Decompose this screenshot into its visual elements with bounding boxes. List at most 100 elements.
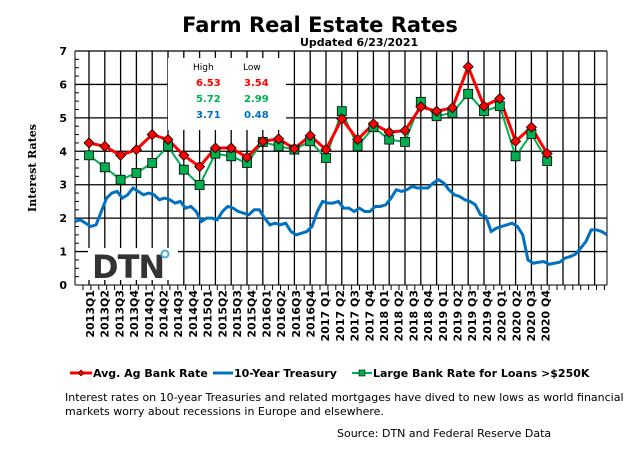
y-tick-label: 6: [59, 78, 67, 91]
chart-note: Interest rates on 10-year Treasuries and…: [65, 391, 624, 418]
large-bank-point: [99, 162, 110, 173]
dtn-logo-dot: [160, 249, 170, 259]
ag-bank-point: [99, 140, 111, 152]
large-bank-point: [510, 151, 521, 162]
x-tick-label: 2019 Q2: [452, 290, 465, 341]
large-bank-point: [178, 164, 189, 175]
ag-bank-point: [257, 135, 269, 147]
low-header: Low: [243, 63, 261, 73]
x-tick-label: 2017 Q2: [334, 290, 347, 341]
x-tick-label: 2017 Q3: [349, 290, 362, 341]
x-tick-label: 2019 Q3: [466, 290, 479, 341]
x-tick-label: 2014Q1: [143, 290, 156, 338]
legend-large-label: Large Bank Rate for Loans >$250K: [373, 367, 590, 380]
y-tick-label: 7: [59, 45, 67, 58]
legend-large-marker: [358, 369, 366, 377]
ag-bank-point: [162, 134, 174, 146]
y-tick-label: 0: [59, 279, 67, 292]
ag-bank-point: [115, 149, 127, 161]
large-bank-point: [131, 168, 142, 178]
ag-bank-point: [478, 100, 490, 112]
ag-bank-point: [178, 149, 190, 161]
legend-treasury-label: 10-Year Treasury: [234, 367, 337, 380]
ag-bank-point: [273, 133, 285, 145]
x-tick-label: 2020 Q2: [510, 290, 523, 341]
x-tick-label: 2015Q1: [202, 290, 215, 338]
large-bank-point: [115, 174, 126, 185]
x-tick-label: 2014Q2: [158, 290, 171, 338]
chart-title: Farm Real Estate Rates: [182, 13, 458, 37]
x-tick-label: 2015Q2: [216, 290, 229, 338]
large-bank-point: [84, 150, 94, 161]
ag-bank-point: [336, 113, 348, 125]
x-tick-label: 2018 Q1: [378, 290, 391, 341]
x-tick-label: 2013Q2: [99, 290, 112, 338]
y-tick-label: 5: [59, 112, 67, 125]
chart-subtitle: Updated 6/23/2021: [300, 36, 419, 49]
x-tick-label: 2018 Q3: [407, 290, 420, 341]
low-value: 2.99: [244, 94, 269, 105]
ag-bank-point: [83, 137, 95, 149]
y-tick-label: 3: [59, 179, 67, 192]
ag-bank-point: [541, 148, 553, 160]
large-bank-point: [147, 158, 158, 168]
highlow-box: [168, 58, 286, 130]
source-text: Source: DTN and Federal Reserve Data: [337, 427, 552, 440]
high-value: 3.71: [196, 110, 221, 121]
ag-bank-point: [431, 105, 443, 117]
y-tick-label: 4: [59, 145, 67, 158]
ag-bank-point: [494, 92, 506, 105]
low-value: 0.48: [244, 110, 269, 121]
dtn-logo: DTN: [92, 248, 164, 286]
x-tick-label: 2016Q3: [290, 290, 303, 338]
x-tick-label: 2013Q1: [84, 290, 97, 338]
low-value: 3.54: [244, 78, 269, 89]
ag-bank-point: [146, 129, 158, 141]
x-tick-label: 2019 Q1: [437, 290, 450, 341]
high-header: High: [193, 63, 214, 73]
large-bank-point: [400, 137, 410, 147]
x-tick-label: 2017 Q1: [319, 290, 332, 341]
x-tick-label: 2014Q4: [187, 290, 200, 338]
legend-ag-marker: [77, 369, 85, 377]
x-tick-label: 2020 Q3: [525, 290, 538, 341]
large-bank-line: [88, 92, 549, 187]
ag-bank-point: [415, 101, 427, 113]
ag-bank-point: [462, 61, 474, 73]
x-tick-label: 2014Q3: [172, 290, 185, 338]
ag-bank-point: [225, 142, 237, 154]
x-tick-label: 2015Q3: [231, 290, 244, 338]
ag-bank-point: [241, 151, 253, 163]
x-tick-label: 2018 Q2: [393, 290, 406, 341]
treasury-line: [74, 177, 608, 266]
ag-bank-point: [525, 121, 537, 133]
ag-bank-point: [288, 143, 300, 155]
ag-bank-point: [383, 126, 395, 138]
ag-bank-point: [209, 142, 221, 154]
ag-bank-point: [510, 135, 522, 147]
ag-bank-point: [194, 161, 206, 173]
ag-bank-point: [304, 130, 316, 142]
high-value: 5.72: [196, 94, 221, 105]
x-tick-label: 2019 Q4: [481, 290, 494, 342]
ag-bank-point: [446, 102, 458, 114]
high-value: 6.53: [196, 78, 221, 89]
ag-bank-point: [320, 144, 332, 156]
y-axis-label: Interest Rates: [26, 124, 39, 212]
logo-bg: [88, 248, 178, 280]
x-tick-label: 2016Q2: [275, 290, 288, 338]
x-tick-label: 2020 Q4: [540, 290, 553, 342]
legend-ag-label: Avg. Ag Bank Rate: [93, 367, 208, 380]
ag-bank-point: [130, 144, 142, 156]
x-tick-label: 2013Q4: [128, 290, 141, 338]
ag-bank-point: [367, 118, 379, 130]
ag-bank-point: [352, 134, 364, 146]
x-tick-label: 2017 Q4: [363, 290, 376, 342]
y-tick-label: 1: [59, 246, 67, 259]
x-tick-label: 2020 Q1: [496, 290, 509, 341]
ag-bank-point: [399, 124, 411, 137]
x-tick-label: 2016Q1: [260, 290, 273, 338]
x-tick-label: 2018 Q4: [422, 290, 435, 342]
